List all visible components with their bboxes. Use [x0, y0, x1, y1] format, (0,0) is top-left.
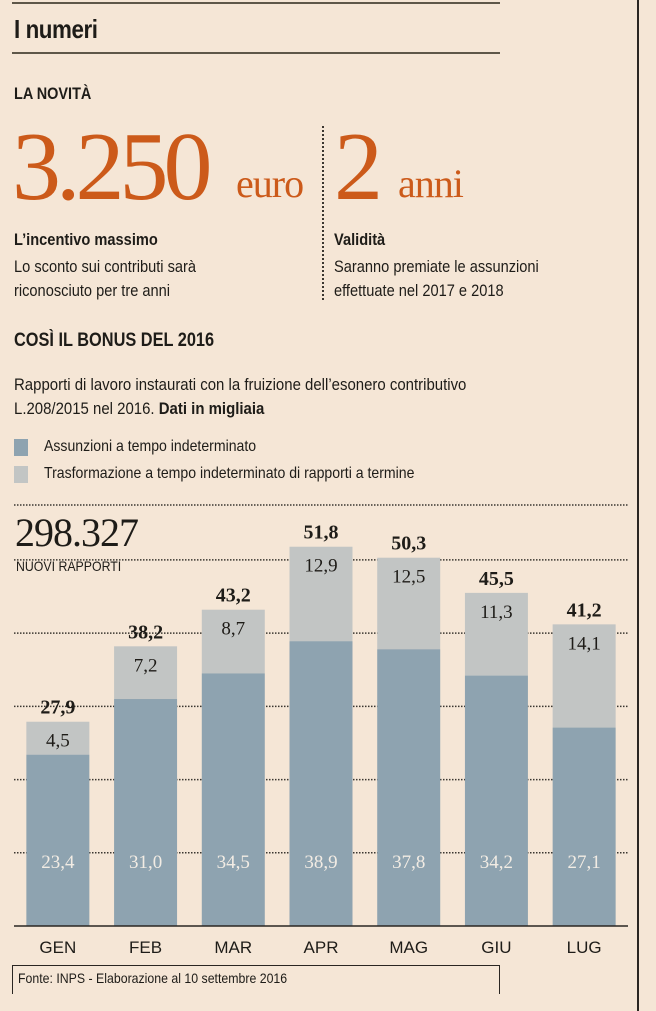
data-label-total: 50,3: [391, 533, 426, 555]
bar-segment-trasformazione: [552, 624, 616, 728]
data-label-trasformazione: 12,5: [392, 567, 425, 588]
chart-description: Rapporti di lavoro instaurati con la fru…: [14, 373, 466, 421]
page-title: I numeri: [14, 14, 98, 44]
bar-segment-assunzioni: [201, 673, 265, 926]
bar-segment-assunzioni: [114, 699, 178, 926]
bar-segment-trasformazione: [114, 646, 178, 700]
bar-segment-trasformazione: [201, 609, 265, 674]
incentive-heading: L’incentivo massimo: [14, 230, 158, 249]
x-tick-label: APR: [304, 938, 339, 957]
data-label-total: 45,5: [479, 568, 514, 590]
x-tick-label: MAR: [214, 938, 252, 957]
x-tick-label: MAG: [389, 938, 428, 957]
bar-segment-trasformazione: [377, 557, 441, 650]
total-label: NUOVI RAPPORTI: [16, 558, 122, 574]
data-label-trasformazione: 11,3: [480, 602, 513, 623]
highlight-value-validity: 2: [334, 113, 383, 221]
incentive-body-2: riconosciuto per tre anni: [14, 281, 171, 300]
data-label-total: 27,9: [40, 697, 75, 719]
section-title: COSÌ IL BONUS DEL 2016: [14, 330, 215, 351]
data-label-total: 38,2: [128, 621, 163, 643]
bar-segment-assunzioni: [289, 641, 353, 926]
x-tick-label: FEB: [129, 938, 162, 957]
data-label-assunzioni: 38,9: [304, 852, 337, 873]
bar-segment-assunzioni: [26, 754, 90, 926]
source-box: [12, 965, 500, 994]
bar-segment-trasformazione: [464, 592, 528, 676]
x-tick-label: LUG: [567, 938, 602, 957]
top-rule: [12, 2, 500, 4]
highlight-unit-validity: anni: [398, 161, 464, 206]
data-label-assunzioni: 34,5: [217, 852, 250, 873]
desc-units: Dati in migliaia: [158, 399, 265, 418]
legend-swatch-assunzioni: [14, 438, 28, 456]
legend-label-assunzioni: Assunzioni a tempo indeterminato: [44, 438, 257, 455]
legend-label-trasformazione: Trasformazione a tempo indeterminato di …: [44, 465, 415, 482]
data-label-assunzioni: 31,0: [129, 852, 162, 873]
validity-heading: Validità: [334, 230, 386, 249]
validity-body-2: effettuate nel 2017 e 2018: [334, 281, 504, 300]
data-label-assunzioni: 37,8: [392, 852, 425, 873]
legend-item-trasformazione: Trasformazione a tempo indeterminato di …: [14, 465, 465, 483]
data-label-total: 43,2: [216, 585, 251, 607]
data-label-trasformazione: 4,5: [46, 731, 70, 752]
title-rule: [12, 52, 500, 54]
validity-body-1: Saranno premiate le assunzioni: [334, 257, 539, 276]
data-label-assunzioni: 34,2: [480, 852, 513, 873]
data-label-assunzioni: 23,4: [41, 852, 75, 873]
legend-item-assunzioni: Assunzioni a tempo indeterminato: [14, 438, 285, 456]
source-note: Fonte: INPS - Elaborazione al 10 settemb…: [18, 970, 288, 986]
page-border-right: [637, 0, 639, 1011]
highlight-value-incentive: 3.250: [12, 113, 212, 221]
data-label-assunzioni: 27,1: [568, 852, 601, 873]
data-label-trasformazione: 12,9: [304, 556, 337, 577]
data-label-trasformazione: 8,7: [221, 619, 245, 640]
x-tick-label: GEN: [39, 938, 76, 957]
divider: [322, 126, 324, 300]
bar-segment-trasformazione: [26, 721, 90, 755]
legend-swatch-trasformazione: [14, 465, 28, 483]
desc-line1: Rapporti di lavoro instaurati con la fru…: [14, 375, 467, 394]
bar-segment-trasformazione: [289, 546, 353, 642]
total-value: 298.327: [15, 510, 139, 555]
data-label-trasformazione: 14,1: [568, 633, 601, 654]
incentive-body-1: Lo sconto sui contributi sarà: [14, 257, 197, 276]
bar-segment-assunzioni: [552, 727, 616, 926]
data-label-trasformazione: 7,2: [134, 655, 158, 676]
desc-line2: L.208/2015 nel 2016.: [14, 399, 159, 418]
bar-segment-assunzioni: [377, 649, 441, 926]
kicker: LA NOVITÀ: [14, 84, 92, 103]
data-label-total: 51,8: [304, 522, 339, 544]
data-label-total: 41,2: [567, 599, 602, 621]
highlight-unit-incentive: euro: [236, 161, 304, 206]
x-tick-label: GIU: [481, 938, 511, 957]
bar-segment-assunzioni: [464, 675, 528, 926]
